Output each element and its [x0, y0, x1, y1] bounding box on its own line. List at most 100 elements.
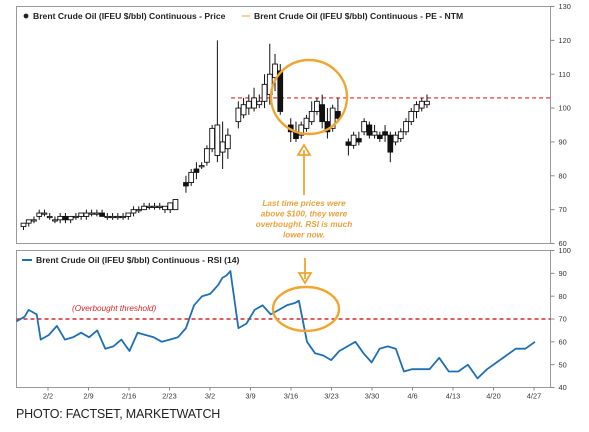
price-candle: [424, 94, 430, 109]
candle-body: [41, 212, 48, 215]
candle-body: [109, 215, 116, 219]
rsi-arrow-head: [297, 272, 313, 285]
candle-body: [397, 131, 404, 139]
candle-body: [382, 131, 388, 136]
xtick-label: 2/23: [162, 392, 176, 401]
price-candle: [52, 216, 58, 224]
price-candle: [46, 213, 53, 220]
price-ytick-label: 70: [559, 205, 567, 214]
candle-body: [418, 100, 425, 109]
price-candle: [371, 125, 378, 139]
xtick-label: 2/16: [122, 392, 136, 401]
price-candle: [366, 121, 373, 139]
rsi-ytick-label: 100: [559, 246, 571, 255]
candle-body: [162, 205, 168, 211]
candle-body: [94, 212, 100, 215]
rsi-ytick-label: 40: [559, 383, 567, 392]
candle-body: [303, 117, 310, 129]
candle-body: [335, 111, 341, 119]
candle-body: [146, 205, 153, 208]
candle-body: [130, 209, 137, 214]
price-candle: [314, 97, 320, 115]
rsi-line-segment: [16, 270, 420, 373]
candle-body: [251, 97, 257, 109]
candle-body: [125, 212, 132, 217]
rsi-series: [16, 270, 536, 380]
legend-price-dot: [23, 13, 29, 19]
price-candle: [167, 202, 174, 214]
price-candle: [361, 118, 367, 136]
annotation-line: above $100, they were: [261, 210, 348, 219]
candle-body: [151, 205, 158, 208]
candle-body: [188, 171, 195, 184]
price-candle: [251, 87, 257, 112]
xtick-label: 3/9: [245, 392, 255, 401]
candle-body: [156, 205, 163, 208]
price-y-axis: 60 70 80 90 100 110 120 130: [550, 2, 571, 248]
price-candle: [151, 202, 158, 210]
candle-body: [198, 165, 205, 168]
candle-body: [204, 148, 210, 163]
price-candle: [83, 209, 90, 220]
xtick-label: 2/2: [43, 392, 53, 401]
price-candle: [387, 131, 394, 163]
price-ytick-label: 130: [559, 2, 571, 11]
price-candle: [308, 101, 315, 125]
price-candle: [240, 97, 247, 119]
legend-price-label: Brent Crude Oil (IFEU $/bbl) Continuous …: [33, 11, 226, 21]
price-annotation: Last time prices were above $100, they we…: [256, 199, 352, 240]
rsi-ytick-label: 70: [559, 315, 567, 324]
xtick-label: 4/20: [486, 392, 500, 401]
rsi-ytick-label: 60: [559, 337, 567, 346]
price-candle: [162, 205, 168, 214]
price-candle: [88, 209, 95, 217]
candle-body: [277, 70, 284, 112]
price-candle: [73, 213, 79, 220]
price-candle: [209, 125, 215, 153]
price-candle: [198, 162, 205, 170]
candle-body: [366, 124, 373, 136]
price-candle: [356, 131, 362, 146]
price-candle: [418, 97, 425, 112]
candle-body: [371, 131, 378, 136]
legend-pe-label: Brent Crude Oil (IFEU $/bbl) Continuous …: [254, 11, 463, 21]
candle-body: [141, 205, 147, 211]
price-candle: [319, 94, 326, 129]
rsi-ytick-label: 50: [559, 360, 567, 369]
candle-body: [25, 219, 32, 224]
candle-body: [256, 100, 263, 106]
price-candle: [261, 74, 268, 109]
candle-body: [57, 215, 64, 221]
rsi-highlight-circle: [271, 285, 341, 333]
price-candle: [120, 213, 126, 220]
price-candle: [193, 162, 200, 180]
price-ytick-label: 90: [559, 138, 567, 147]
candle-body: [73, 215, 79, 219]
price-candle: [109, 213, 116, 220]
price-candle: [36, 209, 43, 220]
price-candle: [146, 202, 153, 210]
candle-body: [135, 209, 142, 212]
price-candle: [335, 97, 341, 122]
price-candle: [104, 213, 111, 220]
candle-body: [235, 107, 242, 123]
price-candle: [382, 125, 388, 142]
annotation-line: lower now.: [283, 231, 325, 240]
candle-body: [31, 219, 37, 222]
price-candle: [41, 209, 48, 217]
candle-body: [20, 222, 27, 228]
candle-body: [114, 215, 121, 219]
xtick-label: 3/16: [284, 392, 298, 401]
xtick-label: 3/23: [324, 392, 338, 401]
price-candle: [204, 145, 210, 166]
candle-body: [36, 212, 43, 217]
xtick-label: 4/27: [527, 392, 541, 401]
candle-body: [214, 124, 221, 156]
price-candle: [397, 128, 404, 142]
candle-body: [403, 121, 409, 133]
price-candle: [25, 219, 32, 227]
price-candle: [303, 114, 310, 132]
candle-body: [209, 127, 215, 150]
price-ytick-label: 80: [559, 171, 567, 180]
